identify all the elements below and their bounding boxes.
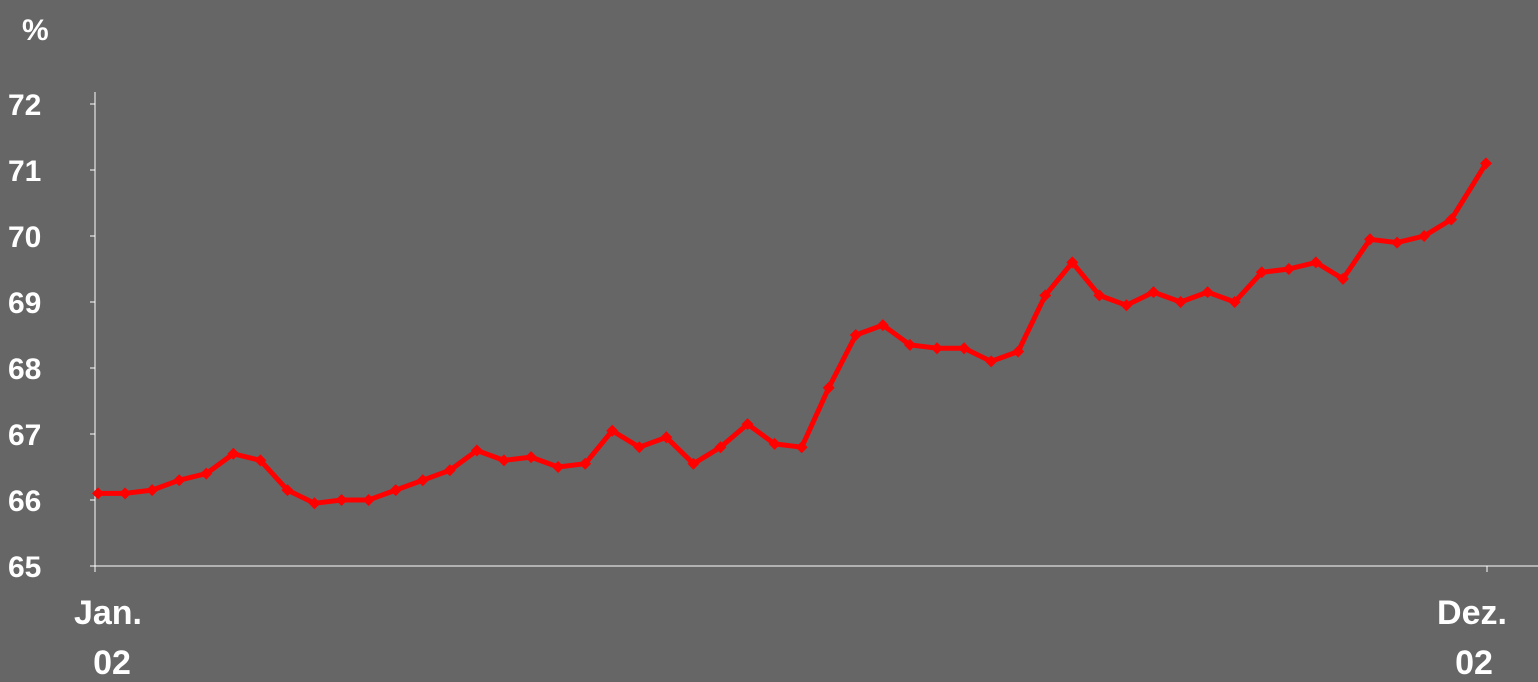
data-point-marker xyxy=(281,484,294,497)
y-tick-label: 70 xyxy=(8,221,41,254)
x-tick-label: 02 xyxy=(93,644,131,682)
data-point-marker xyxy=(335,494,348,506)
data-point-marker xyxy=(1120,299,1133,312)
y-axis: 65 66 67 68 69 70 71 72 xyxy=(8,89,96,584)
data-point-marker xyxy=(1147,286,1160,299)
data-point-marker xyxy=(416,474,429,487)
data-point-marker xyxy=(227,447,240,460)
x-tick-label: 02 xyxy=(1455,644,1493,682)
y-tick-label: 66 xyxy=(8,485,41,518)
data-point-marker xyxy=(119,487,132,500)
data-point-marker xyxy=(1228,296,1241,308)
y-axis-unit-label: % xyxy=(22,14,49,47)
data-point-marker xyxy=(660,431,673,444)
data-point-marker xyxy=(930,342,943,355)
y-tick-label: 72 xyxy=(8,89,41,122)
x-tick-label: Jan. xyxy=(74,594,142,632)
data-point-marker xyxy=(1418,230,1431,242)
data-point-marker xyxy=(146,484,159,497)
data-point-marker xyxy=(1255,266,1268,279)
data-point-marker xyxy=(1039,289,1052,302)
data-point-marker xyxy=(687,457,700,470)
data-point-marker xyxy=(552,461,565,473)
data-point-marker xyxy=(1012,345,1025,358)
data-point-marker xyxy=(1174,296,1187,308)
data-point-marker xyxy=(470,444,483,457)
data-point-marker xyxy=(1445,213,1458,226)
data-point-marker xyxy=(1336,272,1349,285)
data-point-marker xyxy=(579,457,592,470)
data-point-marker xyxy=(822,381,835,394)
data-point-marker xyxy=(1282,263,1295,275)
data-point-marker xyxy=(443,464,456,477)
data-point-marker xyxy=(389,484,402,497)
data-point-marker xyxy=(876,319,889,332)
data-point-marker xyxy=(362,494,375,506)
data-point-marker xyxy=(1066,256,1079,269)
data-point-marker xyxy=(1201,286,1214,299)
data-point-marker xyxy=(92,487,104,500)
data-point-marker xyxy=(795,441,808,454)
plot-area xyxy=(92,157,1492,510)
data-point-marker xyxy=(633,441,646,454)
x-tick-label: Dez. xyxy=(1437,594,1507,632)
data-point-marker xyxy=(714,441,727,454)
y-tick-label: 71 xyxy=(8,155,41,188)
data-point-marker xyxy=(1391,236,1404,249)
data-point-marker xyxy=(525,451,538,464)
data-point-marker xyxy=(308,497,321,510)
y-tick-label: 65 xyxy=(8,551,41,584)
data-point-marker xyxy=(1093,289,1106,302)
data-point-marker xyxy=(200,467,213,480)
data-point-marker xyxy=(1480,157,1492,170)
data-point-marker xyxy=(768,437,781,450)
data-point-marker xyxy=(1309,256,1322,269)
data-point-marker xyxy=(606,424,619,437)
data-point-marker xyxy=(985,355,998,368)
y-tick-label: 68 xyxy=(8,353,41,386)
y-tick-label: 69 xyxy=(8,287,41,320)
data-point-marker xyxy=(849,329,862,341)
data-point-marker xyxy=(1364,233,1377,246)
data-point-marker xyxy=(254,454,267,467)
data-point-marker xyxy=(903,338,916,351)
data-point-marker xyxy=(173,474,186,487)
data-point-marker xyxy=(958,342,971,355)
data-point-marker xyxy=(741,418,754,431)
x-axis: Jan. 02 Dez. 02 xyxy=(74,565,1538,682)
data-point-marker xyxy=(497,454,510,467)
y-tick-label: 67 xyxy=(8,419,41,452)
series-line xyxy=(98,162,1489,506)
